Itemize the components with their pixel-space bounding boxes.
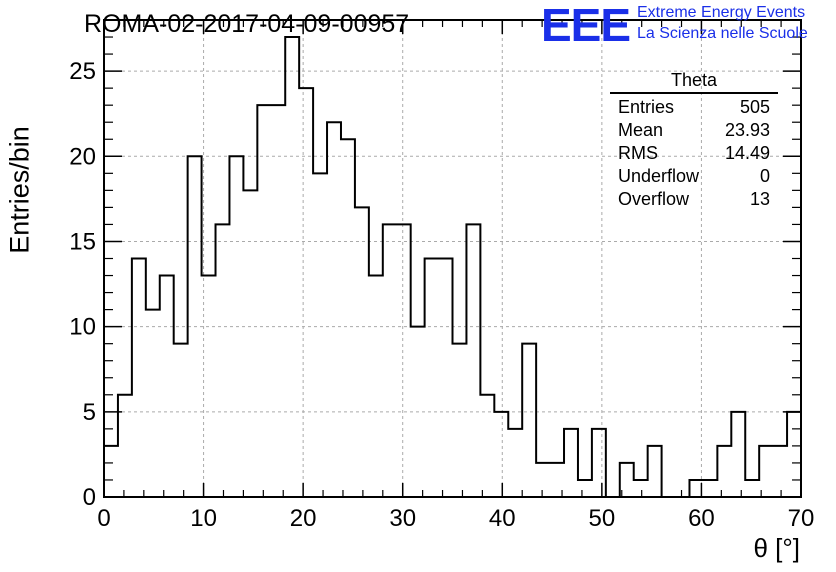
stats-row-overflow: Overflow 13 xyxy=(610,188,778,211)
chart-title: ROMA-02-2017-04-09-00957 xyxy=(84,10,410,38)
x-tick-label: 70 xyxy=(788,505,815,532)
x-tick-label: 0 xyxy=(97,505,110,532)
stats-label: Entries xyxy=(618,97,675,117)
eee-logo: EEE xyxy=(541,0,631,51)
stats-row-rms: RMS 14.49 xyxy=(610,142,778,165)
stats-label: Mean xyxy=(618,120,664,140)
stats-value: 505 xyxy=(739,97,770,117)
stats-value: 13 xyxy=(749,189,770,209)
stats-label: Underflow xyxy=(618,166,700,186)
stats-row-underflow: Underflow 0 xyxy=(610,165,778,188)
logo-line-1: Extreme Energy Events xyxy=(637,4,806,21)
y-axis-label: Entries/bin xyxy=(4,126,35,254)
y-tick-label: 5 xyxy=(83,399,96,426)
axis-tick-labels: 0 10 20 30 40 50 60 70 0 5 10 15 20 25 xyxy=(69,58,814,532)
y-tick-label: 15 xyxy=(69,228,96,255)
stats-box: Theta Entries 505 Mean 23.93 RMS 14.49 U… xyxy=(610,70,778,211)
x-tick-label: 40 xyxy=(489,505,516,532)
y-tick-label: 25 xyxy=(69,58,96,85)
stats-label: RMS xyxy=(618,143,658,163)
x-tick-label: 10 xyxy=(190,505,217,532)
x-tick-label: 20 xyxy=(290,505,317,532)
x-tick-label: 50 xyxy=(589,505,616,532)
stats-label: Overflow xyxy=(618,189,690,209)
x-axis-label: θ [°] xyxy=(753,533,800,563)
stats-value: 0 xyxy=(759,166,770,186)
stats-row-entries: Entries 505 xyxy=(610,96,778,119)
stats-value: 14.49 xyxy=(724,143,770,163)
stats-title: Theta xyxy=(610,70,778,94)
logo-line-2: La Scienza nelle Scuole xyxy=(637,25,808,42)
stats-value: 23.93 xyxy=(724,120,770,140)
y-tick-label: 10 xyxy=(69,314,96,341)
y-tick-label: 20 xyxy=(69,143,96,170)
x-tick-label: 30 xyxy=(389,505,416,532)
x-tick-label: 60 xyxy=(688,505,715,532)
plot-frame xyxy=(103,19,802,498)
stats-row-mean: Mean 23.93 xyxy=(610,119,778,142)
y-tick-label: 0 xyxy=(83,484,96,511)
